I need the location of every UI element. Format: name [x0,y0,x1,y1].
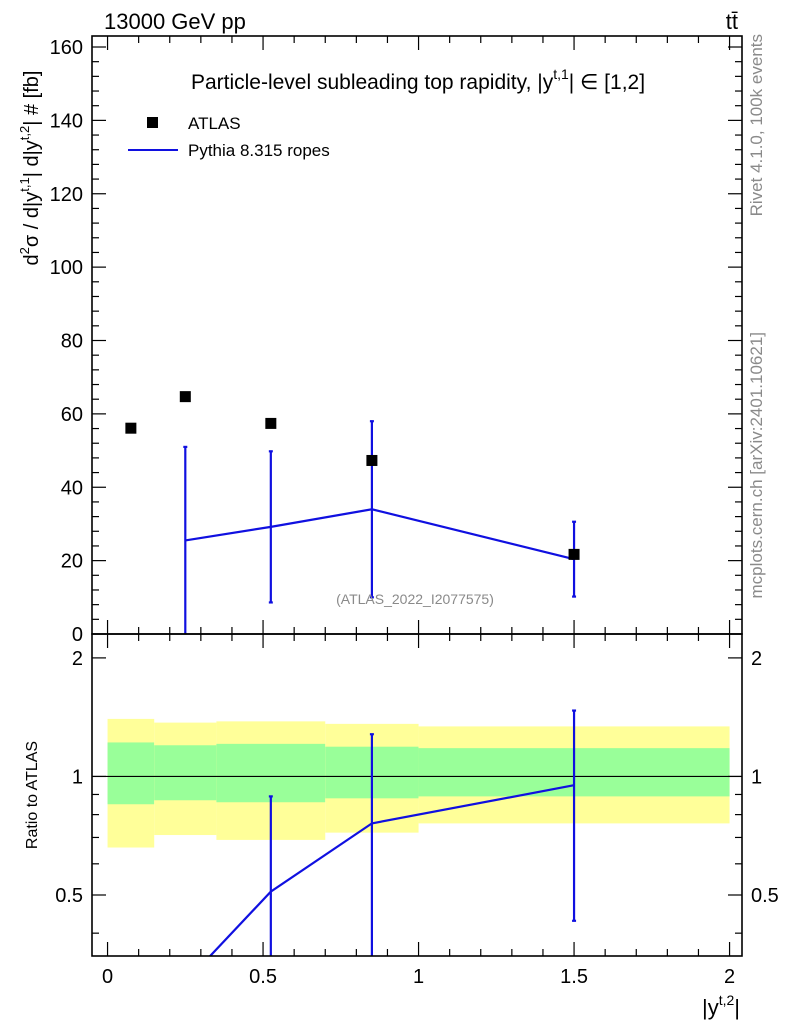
main-ytick-label: 20 [61,551,83,573]
main-ytick-label: 80 [61,331,83,353]
atlas-data-point [366,454,378,466]
analysis-watermark: (ATLAS_2022_I2077575) [336,591,494,607]
ratio-ytick-label-right: 1 [751,766,762,788]
pythia-main-line [185,508,575,561]
main-plot-content [125,391,580,634]
ratio-band-green [216,743,326,803]
atlas-data-point [568,548,580,560]
ratio-xtick-label: 1 [413,966,424,988]
main-ytick-labels: 0 20 40 60 80 100 120 140 160 [50,37,83,646]
ratio-plot-content [92,709,742,956]
mcplots-source-label: mcplots.cern.ch [arXiv:2401.10621] [747,332,766,598]
process-label: tt̄ [726,9,738,34]
main-ytick-label: 0 [72,624,83,646]
legend-atlas-label: ATLAS [188,114,241,133]
rivet-version-label: Rivet 4.1.0, 100k events [747,34,766,216]
chart-title: Particle-level subleading top rapidity, … [191,66,645,94]
ratio-xlabel: |yt,2| [702,992,740,1020]
atlas-data-point [179,391,191,403]
ratio-xtick-label: 2 [724,966,735,988]
main-panel: 0 20 40 60 80 100 120 140 160 Particle-level sub… [17,35,743,646]
ratio-xtick-label: 0 [102,966,113,988]
main-ytick-label: 40 [61,477,83,499]
ratio-ytick-label-right: 2 [751,648,762,670]
ratio-ytick-label-left: 0.5 [55,885,83,907]
ratio-ytick-label-left: 2 [72,648,83,670]
main-ytick-label: 120 [50,184,83,206]
main-ytick-label: 140 [50,110,83,132]
main-ytick-label: 100 [50,257,83,279]
main-ytick-label: 160 [50,37,83,59]
atlas-data-point [125,422,137,434]
legend-pythia-label: Pythia 8.315 ropes [188,141,330,160]
ratio-ytick-label-right: 0.5 [751,885,779,907]
main-clipped-group [125,391,580,634]
main-ticks [92,36,742,635]
ratio-ytick-label-left: 1 [72,766,83,788]
ratio-xtick-label: 1.5 [560,966,588,988]
ratio-band-green [107,742,155,805]
atlas-data-point [265,417,277,429]
pythia-ratio-line [208,784,575,956]
energy-label: 13000 GeV pp [104,9,246,34]
ratio-band-green [154,745,217,801]
main-ylabel: d2σ / d|yt,1| d|yt,2| # [fb] [17,71,43,266]
main-ytick-label: 60 [61,404,83,426]
ratio-tick-labels: 0.5 0.5 1 1 2 2 0 0.5 1 1.5 2 [55,648,779,988]
legend: ATLAS Pythia 8.315 ropes [128,114,330,160]
ratio-clipped-group [92,709,742,956]
ratio-panel: 0.5 0.5 1 1 2 2 0 0.5 1 1.5 2 Ratio to ATLAS |yt,2… [24,633,779,1020]
ratio-ylabel: Ratio to ATLAS [24,741,41,849]
legend-atlas-marker [147,117,158,128]
ratio-xtick-label: 0.5 [249,966,277,988]
ratio-ticks [92,634,742,956]
